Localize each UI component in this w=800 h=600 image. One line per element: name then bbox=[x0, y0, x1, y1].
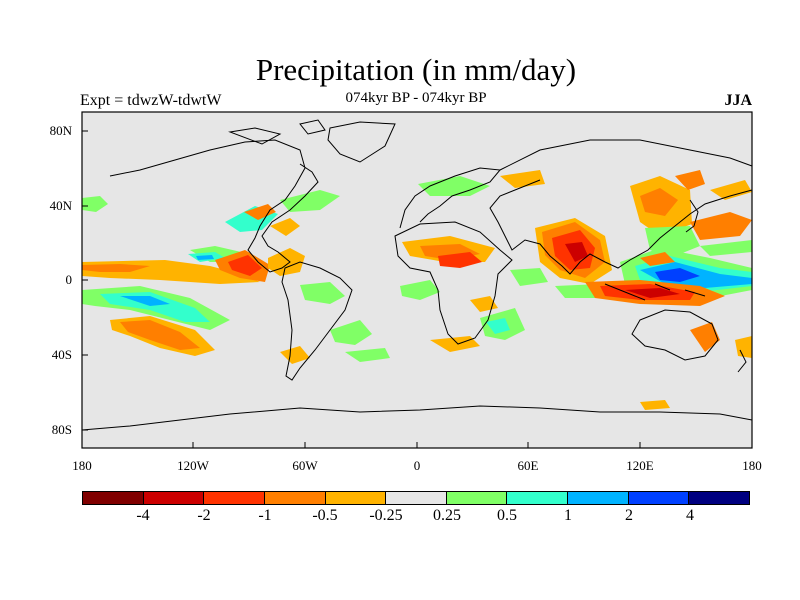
colorbar-label: 0.5 bbox=[497, 507, 517, 524]
colorbar-swatch bbox=[325, 492, 387, 504]
colorbar-swatch bbox=[507, 492, 569, 504]
colorbar-swatch bbox=[386, 492, 447, 504]
colorbar-swatch bbox=[83, 492, 144, 504]
colorbar-label: -4 bbox=[136, 507, 150, 524]
colorbar-swatch bbox=[143, 492, 205, 504]
colorbar-swatch bbox=[628, 492, 690, 504]
colorbar-label: -0.25 bbox=[369, 507, 403, 524]
season-label: JJA bbox=[724, 92, 752, 109]
lat-label-40s: 40S bbox=[51, 347, 72, 362]
plot-subtitle: 074kyr BP - 074kyr BP bbox=[345, 90, 487, 106]
colorbar-label: -0.5 bbox=[312, 507, 338, 524]
lat-label-0: 0 bbox=[65, 272, 73, 287]
colorbar-swatch bbox=[689, 492, 750, 504]
lon-label-180e: 180 bbox=[742, 458, 762, 473]
precipitation-anomaly-patches bbox=[82, 170, 752, 410]
lon-label-120e: 120E bbox=[626, 458, 654, 473]
lat-label-40n: 40N bbox=[49, 198, 72, 213]
lon-label-180w: 180 bbox=[72, 458, 92, 473]
lon-label-0: 0 bbox=[413, 458, 421, 473]
lat-label-80s: 80S bbox=[51, 422, 72, 437]
colorbar-label: 4 bbox=[686, 507, 694, 524]
colorbar-swatch bbox=[264, 492, 326, 504]
colorbar-label: -1 bbox=[258, 507, 272, 524]
colorbar-label: 2 bbox=[625, 507, 633, 524]
colorbar-swatch bbox=[204, 492, 265, 504]
lat-label-80n: 80N bbox=[49, 123, 72, 138]
experiment-label: Expt = tdwzW-tdwtW bbox=[80, 92, 222, 109]
colorbar-label: 1 bbox=[564, 507, 572, 524]
map-frame bbox=[81, 111, 753, 449]
coastlines bbox=[81, 119, 753, 431]
colorbar-label: -2 bbox=[197, 507, 211, 524]
lon-label-60w: 60W bbox=[292, 458, 318, 473]
colorbar-swatch bbox=[568, 492, 629, 504]
lon-label-120w: 120W bbox=[177, 458, 209, 473]
colorbar-label: 0.25 bbox=[433, 507, 461, 524]
colorbar-swatch bbox=[446, 492, 508, 504]
lon-label-60e: 60E bbox=[517, 458, 539, 473]
colorbar bbox=[82, 491, 750, 505]
plot-title: Precipitation (in mm/day) bbox=[255, 52, 577, 87]
